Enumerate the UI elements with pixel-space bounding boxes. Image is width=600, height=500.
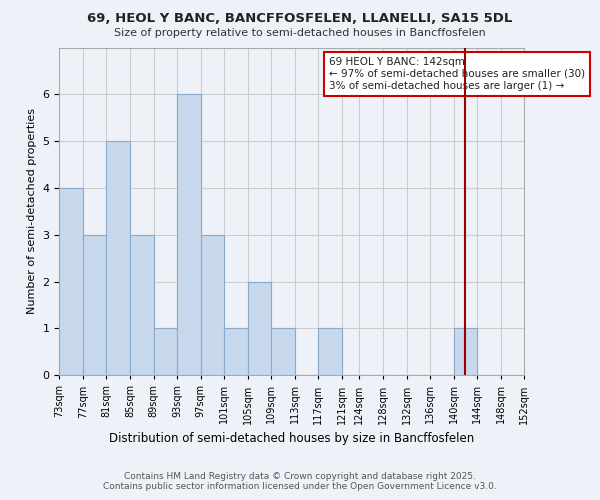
Bar xyxy=(271,328,295,376)
Bar xyxy=(106,141,130,376)
Bar xyxy=(224,328,248,376)
Bar xyxy=(177,94,200,376)
Text: Contains public sector information licensed under the Open Government Licence v3: Contains public sector information licen… xyxy=(103,482,497,491)
Bar xyxy=(200,235,224,376)
Bar xyxy=(83,235,106,376)
Bar xyxy=(454,328,477,376)
Text: 69 HEOL Y BANC: 142sqm
← 97% of semi-detached houses are smaller (30)
3% of semi: 69 HEOL Y BANC: 142sqm ← 97% of semi-det… xyxy=(329,58,585,90)
Bar xyxy=(248,282,271,376)
Text: Contains HM Land Registry data © Crown copyright and database right 2025.: Contains HM Land Registry data © Crown c… xyxy=(124,472,476,481)
X-axis label: Distribution of semi-detached houses by size in Bancffosfelen: Distribution of semi-detached houses by … xyxy=(109,432,475,445)
Bar xyxy=(59,188,83,376)
Y-axis label: Number of semi-detached properties: Number of semi-detached properties xyxy=(27,108,37,314)
Text: 69, HEOL Y BANC, BANCFFOSFELEN, LLANELLI, SA15 5DL: 69, HEOL Y BANC, BANCFFOSFELEN, LLANELLI… xyxy=(88,12,512,26)
Text: Size of property relative to semi-detached houses in Bancffosfelen: Size of property relative to semi-detach… xyxy=(114,28,486,38)
Bar xyxy=(318,328,342,376)
Bar xyxy=(130,235,154,376)
Bar xyxy=(154,328,177,376)
